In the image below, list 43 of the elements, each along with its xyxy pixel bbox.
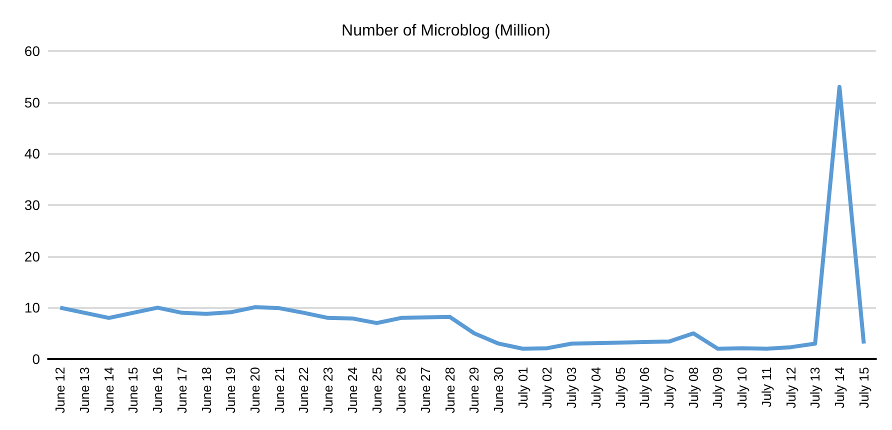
x-tick-label: June 20	[248, 367, 262, 414]
y-tick-label: 30	[24, 197, 40, 213]
x-tick-label: July 06	[637, 367, 652, 408]
y-tick-label: 20	[24, 248, 40, 264]
x-tick-label: June 29	[466, 367, 482, 414]
x-tick-label: June 19	[223, 367, 238, 414]
x-tick-label: June 16	[150, 367, 166, 414]
x-tick-label: July 11	[758, 367, 774, 408]
x-tick-label: June 15	[126, 367, 141, 414]
y-tick-label: 60	[24, 43, 40, 59]
x-tick-label: June 12	[52, 367, 68, 414]
x-tick-label: July 12	[783, 367, 798, 408]
x-tick-label: July 14	[832, 367, 847, 408]
x-tick-label: June 22	[296, 367, 312, 414]
x-tick-label: July 03	[564, 367, 580, 408]
x-tick-label: June 28	[442, 367, 458, 414]
x-tick-label: July 13	[808, 367, 823, 408]
x-tick-label: June 13	[77, 367, 92, 414]
y-tick-label: 40	[24, 146, 40, 162]
x-tick-label: July 02	[540, 367, 555, 408]
chart-title: Number of Microblog (Million)	[342, 22, 550, 40]
y-tick-label: 10	[24, 300, 40, 316]
x-tick-label: July 07	[662, 367, 676, 408]
x-tick-label: July 05	[612, 367, 628, 408]
x-tick-label: July 09	[710, 367, 726, 408]
x-tick-label: June 24	[344, 367, 360, 414]
x-tick-label: June 23	[320, 367, 336, 414]
x-tick-label: July 08	[686, 367, 701, 408]
x-tick-label: June 17	[174, 367, 190, 414]
x-tick-label: June 25	[369, 367, 384, 414]
x-tick-label: July 04	[588, 367, 604, 408]
x-tick-label: June 21	[272, 367, 287, 414]
line-series	[58, 84, 866, 351]
x-tick-label: July 10	[734, 367, 750, 408]
x-tick-label: June 18	[198, 367, 214, 414]
x-tick-label: June 26	[394, 367, 409, 414]
x-tick-label: June 30	[491, 367, 506, 414]
y-tick-label: 50	[24, 94, 40, 110]
x-tick-label: June 27	[418, 367, 433, 414]
x-tick-label: June 14	[101, 367, 116, 414]
x-tick-label: July 01	[515, 367, 530, 408]
y-tick-label: 0	[32, 351, 40, 367]
x-tick-label: July 15	[856, 367, 872, 408]
